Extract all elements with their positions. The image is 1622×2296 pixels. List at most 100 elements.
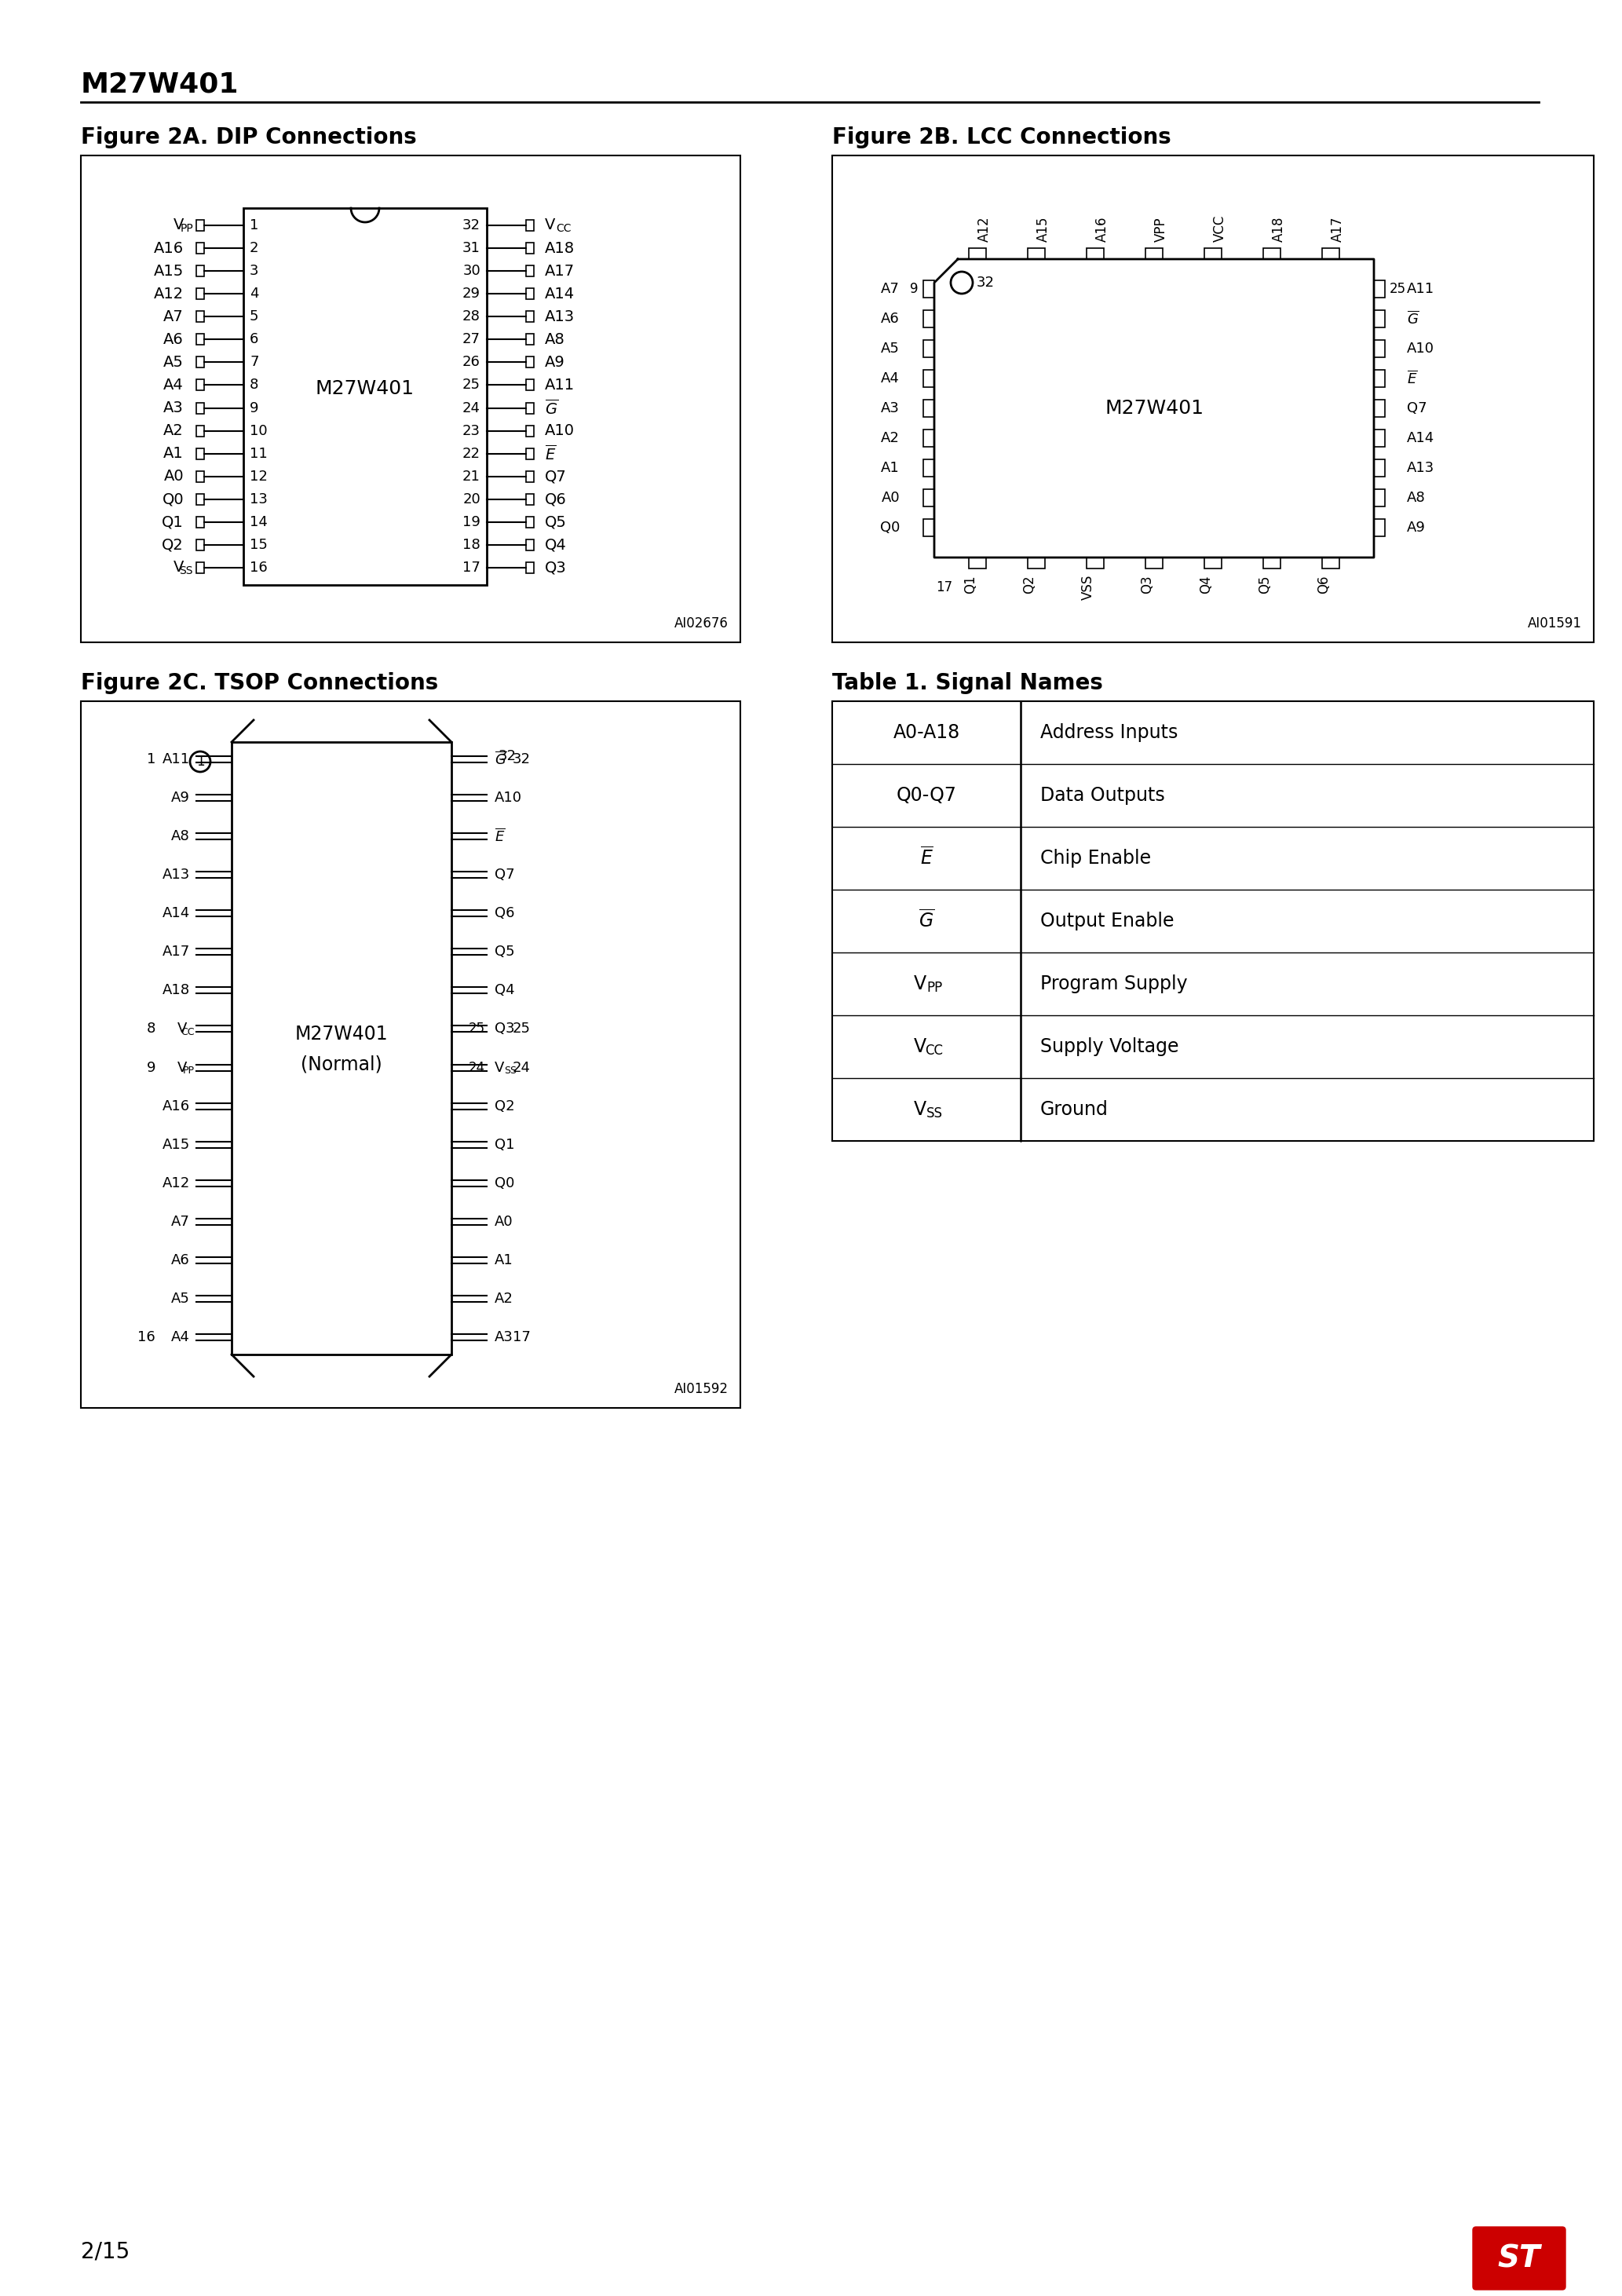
Text: V: V: [174, 218, 183, 232]
Text: A0: A0: [495, 1215, 513, 1228]
Bar: [196, 379, 204, 390]
Text: A16: A16: [154, 241, 183, 255]
Text: Q3: Q3: [1140, 574, 1155, 592]
Text: 22: 22: [462, 445, 480, 461]
Text: Address Inputs: Address Inputs: [1040, 723, 1178, 742]
Text: 11: 11: [250, 445, 268, 461]
Text: SS: SS: [926, 1107, 942, 1120]
Text: 25: 25: [1390, 282, 1406, 296]
Text: Q4: Q4: [545, 537, 566, 553]
Text: A7: A7: [881, 282, 900, 296]
Text: A4: A4: [164, 377, 183, 393]
Bar: [923, 489, 934, 507]
Text: 5: 5: [250, 310, 258, 324]
Bar: [832, 700, 1594, 1141]
Text: Data Outputs: Data Outputs: [1040, 785, 1165, 806]
Text: A9: A9: [172, 790, 190, 806]
Bar: [1145, 558, 1163, 569]
Bar: [923, 400, 934, 418]
Bar: [196, 448, 204, 459]
Bar: [526, 379, 534, 390]
Text: 16: 16: [250, 560, 268, 574]
Bar: [526, 356, 534, 367]
Bar: [526, 540, 534, 551]
Text: 7: 7: [250, 356, 258, 370]
Bar: [526, 266, 534, 276]
Text: V: V: [495, 1061, 504, 1075]
Text: Figure 2B. LCC Connections: Figure 2B. LCC Connections: [832, 126, 1171, 149]
Bar: [923, 310, 934, 328]
Bar: [1028, 248, 1045, 259]
Text: 1: 1: [146, 753, 156, 767]
Text: A1: A1: [495, 1254, 513, 1267]
Text: M27W401: M27W401: [295, 1024, 388, 1045]
Bar: [196, 540, 204, 551]
Bar: [1204, 558, 1221, 569]
Text: A2: A2: [881, 432, 900, 445]
Text: A17: A17: [162, 946, 190, 960]
Bar: [526, 471, 534, 482]
Text: A8: A8: [545, 333, 564, 347]
Text: 18: 18: [462, 537, 480, 551]
Text: A6: A6: [881, 312, 900, 326]
Text: 32: 32: [462, 218, 480, 232]
Text: 2: 2: [250, 241, 258, 255]
Bar: [923, 459, 934, 478]
Text: A11: A11: [545, 377, 574, 393]
Text: V: V: [545, 218, 555, 232]
Text: Figure 2A. DIP Connections: Figure 2A. DIP Connections: [81, 126, 417, 149]
Text: A1: A1: [881, 461, 900, 475]
Bar: [832, 156, 1594, 643]
Text: Chip Enable: Chip Enable: [1040, 850, 1152, 868]
Bar: [923, 370, 934, 388]
Text: A0: A0: [881, 491, 900, 505]
Bar: [1322, 248, 1340, 259]
Text: V: V: [913, 974, 926, 994]
Text: Q5: Q5: [495, 946, 514, 960]
Bar: [526, 425, 534, 436]
Text: 1: 1: [196, 755, 204, 769]
Text: (Normal): (Normal): [300, 1054, 383, 1075]
Bar: [81, 156, 740, 643]
Bar: [1087, 558, 1105, 569]
Text: $\overline{G}$: $\overline{G}$: [495, 751, 508, 767]
Text: 17: 17: [462, 560, 480, 574]
Text: Q6: Q6: [495, 907, 514, 921]
Text: V: V: [177, 1061, 187, 1075]
Bar: [923, 429, 934, 448]
Text: Q3: Q3: [495, 1022, 514, 1035]
Bar: [526, 333, 534, 344]
Bar: [81, 700, 740, 1407]
Text: 1: 1: [250, 218, 258, 232]
Bar: [1264, 558, 1280, 569]
Text: 23: 23: [462, 425, 480, 439]
Text: A6: A6: [172, 1254, 190, 1267]
Text: 26: 26: [462, 356, 480, 370]
Text: A1: A1: [164, 445, 183, 461]
Text: Q2: Q2: [1022, 574, 1036, 592]
Text: 16: 16: [138, 1329, 156, 1343]
Bar: [526, 312, 534, 321]
Bar: [1028, 558, 1045, 569]
Text: A13: A13: [162, 868, 190, 882]
Text: Q0: Q0: [879, 521, 900, 535]
Text: A2: A2: [495, 1293, 513, 1306]
Text: 15: 15: [250, 537, 268, 551]
Text: 8: 8: [146, 1022, 156, 1035]
Text: 32: 32: [498, 748, 516, 762]
Text: 20: 20: [462, 491, 480, 507]
Text: $\overline{E}$: $\overline{E}$: [920, 847, 933, 868]
Text: Program Supply: Program Supply: [1040, 974, 1187, 994]
Text: 24: 24: [513, 1061, 530, 1075]
Text: Q6: Q6: [545, 491, 566, 507]
FancyBboxPatch shape: [1473, 2227, 1565, 2289]
Text: 2/15: 2/15: [81, 2241, 130, 2264]
Text: AI02676: AI02676: [675, 615, 728, 631]
Text: Q7: Q7: [1406, 402, 1427, 416]
Text: A6: A6: [164, 333, 183, 347]
Text: Q1: Q1: [162, 514, 183, 530]
Text: V: V: [177, 1022, 187, 1035]
Text: A4: A4: [881, 372, 900, 386]
Text: A16: A16: [162, 1100, 190, 1114]
Text: 32: 32: [513, 753, 530, 767]
